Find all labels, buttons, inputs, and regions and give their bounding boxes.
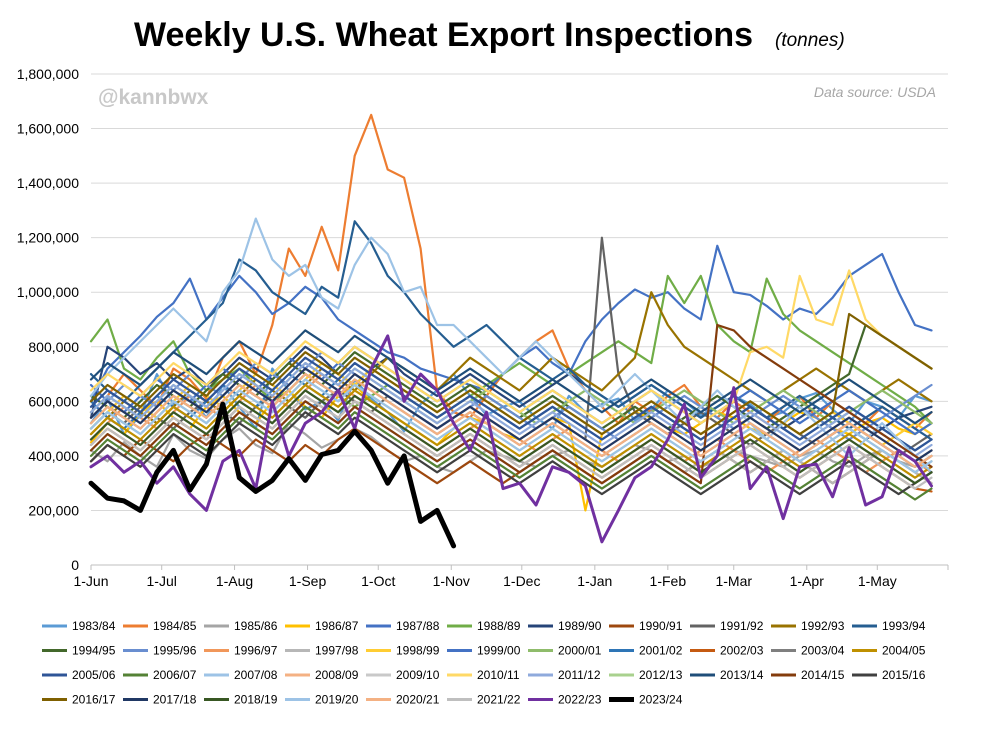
x-tick-label: 1-Nov [433,573,470,589]
legend-label-2002-03: 2002/03 [720,644,764,658]
legend-label-1989-90: 1989/90 [558,619,602,633]
legend-label-2008-09: 2008/09 [315,668,359,682]
legend-label-2021-22: 2021/22 [477,693,521,707]
series-line-2016-17 [89,312,933,436]
legend-label-2013-14: 2013/14 [720,668,764,682]
legend-label-1991-92: 1991/92 [720,619,764,633]
series-line-2014-15 [89,323,933,485]
series-line-1989-90 [89,345,933,441]
series-line-1984-85 [89,113,933,430]
y-tick-label: 1,000,000 [17,284,79,300]
axes: 0 200,000 400,000 600,000 800,000 1,000,000 1,… [17,66,949,589]
y-tick-label: 1,800,000 [17,66,79,82]
x-tick-label: 1-Jan [577,573,612,589]
x-tick-label: 1-Jul [147,573,177,589]
legend-label-2018-19: 2018/19 [234,693,278,707]
legend-label-2015-16: 2015/16 [882,668,926,682]
legend-label-1985-86: 1985/86 [234,619,278,633]
series-line-2017-18 [89,367,933,463]
y-tick-label: 400,000 [28,448,79,464]
legend-label-1990-91: 1990/91 [639,619,683,633]
series-line-2021-22 [89,394,933,490]
legend-label-2007-08: 2007/08 [234,668,278,682]
series-line-1983-84 [89,367,933,436]
y-tick-label: 1,400,000 [17,175,79,191]
legend-label-2006-07: 2006/07 [153,668,197,682]
legend-label-1986-87: 1986/87 [315,619,359,633]
legend-label-2019-20: 2019/20 [315,693,359,707]
x-tick-label: 1-Oct [361,573,395,589]
series-line-2007-08 [89,217,933,474]
y-tick-label: 1,200,000 [17,230,79,246]
data-source-note: Data source: USDA [814,84,936,100]
y-tick-label: 1,600,000 [17,121,79,137]
x-tick-label: 1-Aug [216,573,253,589]
legend-label-1999-00: 1999/00 [477,644,521,658]
series-line-2006-07 [89,405,933,501]
legend-label-1996-97: 1996/97 [234,644,278,658]
legend-label-1997-98: 1997/98 [315,644,359,658]
series-line-2020-21 [89,373,933,468]
series-lines [88,113,933,549]
series-line-2005-06 [89,356,933,452]
legend: 1983/84 1984/85 1985/86 1986/87 1987/88 1988/… [42,619,926,707]
legend-label-1992-93: 1992/93 [801,619,845,633]
legend-label-1988-89: 1988/89 [477,619,521,633]
y-tick-label: 800,000 [28,339,79,355]
series-line-2019-20 [89,378,933,474]
legend-label-2004-05: 2004/05 [882,644,926,658]
legend-label-2017-18: 2017/18 [153,693,197,707]
legend-label-2003-04: 2003/04 [801,644,845,658]
legend-label-2001-02: 2001/02 [639,644,683,658]
x-tick-label: 1-Jun [73,573,108,589]
legend-label-1994-95: 1994/95 [72,644,116,658]
x-tick-label: 1-Sep [289,573,327,589]
legend-label-1984-85: 1984/85 [153,619,197,633]
y-tick-label: 0 [71,557,79,573]
legend-label-2005-06: 2005/06 [72,668,116,682]
x-tick-label: 1-May [858,573,897,589]
legend-label-1993-94: 1993/94 [882,619,926,633]
x-tick-label: 1-Dec [503,573,540,589]
x-tick-label: 1-Feb [650,573,687,589]
legend-label-2011-12: 2011/12 [558,668,601,682]
legend-label-2020-21: 2020/21 [396,693,440,707]
legend-label-1987-88: 1987/88 [396,619,440,633]
legend-label-2022-23: 2022/23 [558,693,602,707]
series-line-2010-11 [89,269,933,425]
legend-label-2016-17: 2016/17 [72,693,116,707]
series-line-2022-23 [89,334,933,544]
legend-label-2014-15: 2014/15 [801,668,845,682]
legend-label-1998-99: 1998/99 [396,644,440,658]
series-line-2023-24 [88,401,457,549]
legend-label-2012-13: 2012/13 [639,668,683,682]
series-line-2004-05 [89,383,933,479]
y-tick-label: 200,000 [28,502,79,518]
x-tick-label: 1-Mar [715,573,752,589]
legend-label-2010-11: 2010/11 [477,668,520,682]
legend-label-1983-84: 1983/84 [72,619,116,633]
legend-label-2023-24: 2023/24 [639,693,683,707]
series-line-2018-19 [89,389,933,485]
series-line-2011-12 [89,362,933,457]
legend-label-2000-01: 2000/01 [558,644,602,658]
y-tick-label: 600,000 [28,393,79,409]
chart-subtitle: (tonnes) [775,30,845,51]
legend-label-1995-96: 1995/96 [153,644,197,658]
author-handle: @kannbwx [98,86,209,109]
legend-label-2009-10: 2009/10 [396,668,440,682]
series-line-2013-14 [89,329,933,425]
x-tick-label: 1-Apr [790,573,825,589]
chart-title: Weekly U.S. Wheat Export Inspections [134,16,753,54]
